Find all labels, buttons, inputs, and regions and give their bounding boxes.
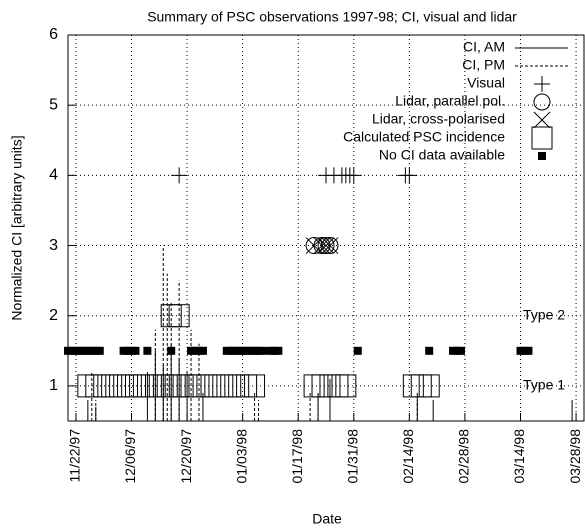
marker-square bbox=[418, 374, 440, 398]
marker-circle bbox=[533, 93, 551, 111]
marker-plus bbox=[171, 167, 188, 184]
marker-plus bbox=[345, 167, 362, 184]
x-tick-label: 01/31/98 bbox=[344, 429, 360, 484]
x-tick-label: 02/14/98 bbox=[400, 429, 416, 484]
marker-stroke bbox=[418, 374, 440, 398]
annotation: Type 1 bbox=[523, 377, 565, 393]
marker-stroke bbox=[317, 237, 335, 254]
marker-stroke bbox=[317, 237, 335, 255]
marker-cross bbox=[305, 237, 323, 254]
x-tick-label: 01/17/98 bbox=[289, 429, 305, 484]
marker-stroke bbox=[321, 237, 339, 254]
marker-square bbox=[212, 374, 234, 398]
x-tick-label: 12/20/97 bbox=[178, 429, 194, 484]
annotation: Type 2 bbox=[523, 306, 565, 322]
marker-stroke bbox=[220, 374, 242, 398]
legend-label: Visual bbox=[467, 75, 505, 91]
marker-stroke bbox=[353, 346, 362, 355]
marker-filled-square bbox=[131, 346, 140, 355]
marker-filled-square bbox=[353, 346, 362, 355]
marker-stroke bbox=[313, 237, 331, 254]
marker-stroke bbox=[274, 346, 283, 355]
x-tick-label: 02/28/98 bbox=[456, 429, 472, 484]
marker-stroke bbox=[456, 346, 465, 355]
marker-square bbox=[220, 374, 242, 398]
marker-filled-square bbox=[425, 346, 434, 355]
legend-label: No CI data available bbox=[379, 147, 505, 163]
marker-stroke bbox=[167, 346, 176, 355]
marker-plus bbox=[401, 167, 418, 184]
legend-label: CI, AM bbox=[463, 39, 505, 55]
marker-stroke bbox=[533, 111, 551, 129]
marker-stroke bbox=[258, 346, 267, 355]
marker-filled-square bbox=[95, 346, 104, 355]
y-tick-label: 3 bbox=[49, 237, 58, 254]
marker-stroke bbox=[204, 374, 226, 398]
marker-filled-square bbox=[524, 346, 533, 355]
marker-filled-square bbox=[258, 346, 267, 355]
marker-stroke bbox=[131, 346, 140, 355]
marker-stroke bbox=[524, 346, 533, 355]
x-tick-label: 03/28/98 bbox=[567, 429, 583, 484]
legend-label: Calculated PSC incidence bbox=[343, 129, 505, 145]
marker-filled-square bbox=[198, 346, 207, 355]
marker-square bbox=[228, 374, 250, 398]
x-tick-label: 03/14/98 bbox=[511, 429, 527, 484]
y-tick-label: 6 bbox=[49, 26, 58, 43]
marker-filled-square bbox=[538, 152, 546, 160]
marker-square bbox=[244, 374, 266, 398]
marker-stroke bbox=[143, 346, 152, 355]
y-tick-label: 5 bbox=[49, 96, 58, 113]
marker-stroke bbox=[311, 374, 333, 398]
y-tick-label: 2 bbox=[49, 307, 58, 324]
x-tick-label: 11/22/97 bbox=[67, 429, 83, 483]
y-tick-label: 4 bbox=[49, 167, 58, 184]
legend-label: CI, PM bbox=[462, 57, 505, 73]
plot-frame bbox=[67, 34, 585, 422]
marker-stroke bbox=[303, 374, 325, 398]
marker-stroke bbox=[531, 126, 553, 150]
marker-stroke bbox=[244, 374, 266, 398]
marker-circle bbox=[317, 237, 335, 255]
marker-stroke bbox=[95, 346, 104, 355]
y-axis-label: Normalized CI [arbitrary units] bbox=[9, 135, 25, 320]
x-tick-label: 01/03/98 bbox=[233, 429, 249, 484]
marker-square bbox=[236, 374, 258, 398]
marker-filled-square bbox=[456, 346, 465, 355]
marker-stroke bbox=[168, 304, 190, 328]
marker-square bbox=[168, 304, 190, 328]
marker-square bbox=[311, 374, 333, 398]
marker-square bbox=[204, 374, 226, 398]
marker-stroke bbox=[425, 346, 434, 355]
marker-square bbox=[335, 374, 357, 398]
marker-cross bbox=[317, 237, 335, 254]
marker-filled-square bbox=[167, 346, 176, 355]
marker-cross bbox=[533, 111, 551, 129]
marker-plus bbox=[534, 76, 550, 92]
marker-cross bbox=[313, 237, 331, 254]
legend-label: Lidar, cross-polarised bbox=[372, 111, 505, 127]
marker-stroke bbox=[196, 374, 218, 398]
marker-square bbox=[303, 374, 325, 398]
y-tick-label: 1 bbox=[49, 377, 58, 394]
marker-filled-square bbox=[274, 346, 283, 355]
legend-label: Lidar, parallel pol. bbox=[395, 93, 505, 109]
marker-stroke bbox=[212, 374, 234, 398]
marker-cross bbox=[321, 237, 339, 254]
marker-stroke bbox=[335, 374, 357, 398]
x-axis-label: Date bbox=[312, 511, 342, 527]
chart-title: Summary of PSC observations 1997-98; CI,… bbox=[147, 9, 517, 25]
x-tick-label: 12/06/97 bbox=[122, 429, 138, 484]
marker-stroke bbox=[533, 93, 551, 111]
marker-stroke bbox=[236, 374, 258, 398]
marker-stroke bbox=[538, 152, 546, 160]
marker-stroke bbox=[198, 346, 207, 355]
marker-stroke bbox=[305, 237, 323, 254]
marker-filled-square bbox=[143, 346, 152, 355]
marker-stroke bbox=[228, 374, 250, 398]
marker-square bbox=[531, 126, 553, 150]
marker-square bbox=[196, 374, 218, 398]
